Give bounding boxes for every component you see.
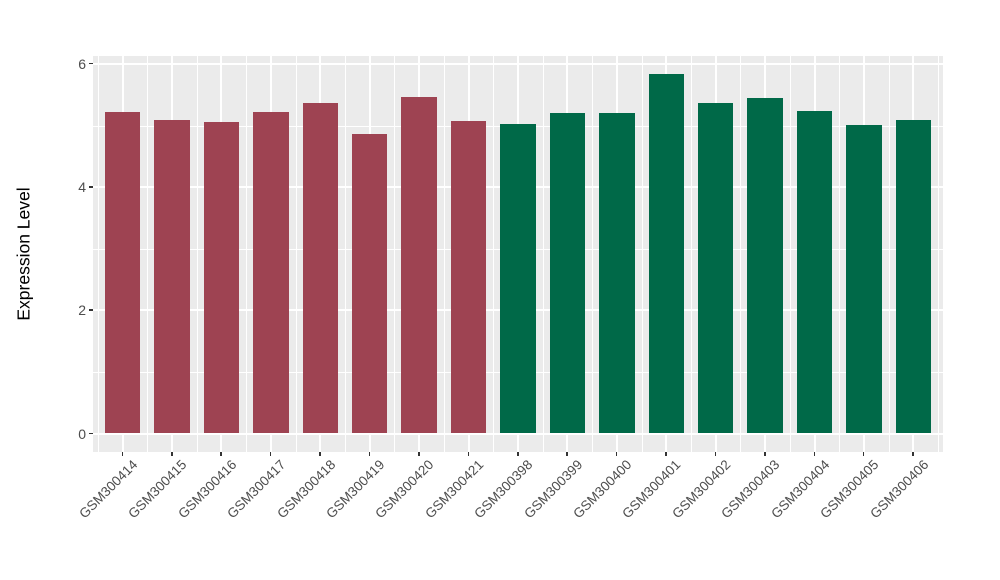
bar xyxy=(697,102,734,434)
gridline-minor-vertical xyxy=(97,56,99,452)
x-tick-mark xyxy=(517,452,519,456)
x-tick-mark xyxy=(615,452,618,456)
y-tick-mark xyxy=(89,309,93,311)
gridline-minor-vertical xyxy=(542,56,544,452)
y-tick-label: 2 xyxy=(78,302,86,319)
y-tick-mark xyxy=(89,62,93,65)
bar xyxy=(351,133,388,434)
x-tick-mark xyxy=(912,452,914,456)
gridline-minor-vertical xyxy=(295,56,297,452)
gridline-minor-vertical xyxy=(888,56,890,452)
gridline-minor-vertical xyxy=(740,56,742,452)
bar xyxy=(500,124,536,434)
gridline-minor-vertical xyxy=(147,56,149,452)
x-tick-mark xyxy=(368,452,371,456)
bar xyxy=(599,112,635,434)
y-tick-mark xyxy=(89,186,93,188)
gridline-minor-vertical xyxy=(839,56,841,452)
y-tick-mark xyxy=(89,432,93,434)
bar xyxy=(747,97,783,434)
x-tick-mark xyxy=(813,452,815,456)
gridline-minor-vertical xyxy=(592,56,594,452)
bar xyxy=(895,119,932,434)
bar xyxy=(203,121,240,434)
x-tick-mark xyxy=(714,452,717,456)
gridline-minor-vertical xyxy=(690,56,692,452)
bar xyxy=(846,124,882,434)
bar xyxy=(401,97,437,434)
x-tick-mark xyxy=(269,452,272,456)
x-tick-mark xyxy=(467,452,470,456)
bar xyxy=(648,74,684,434)
gridline-minor-vertical xyxy=(196,56,198,452)
gridline-minor-vertical xyxy=(641,56,643,452)
bar xyxy=(796,110,833,434)
x-tick-mark xyxy=(121,452,124,456)
bar xyxy=(549,113,586,434)
gridline-minor-vertical xyxy=(394,56,396,452)
x-tick-mark xyxy=(862,452,865,456)
x-tick-mark xyxy=(418,452,420,456)
x-tick-mark xyxy=(566,452,568,456)
bar xyxy=(104,111,141,434)
x-tick-mark xyxy=(171,452,173,456)
bar xyxy=(253,111,289,434)
bar xyxy=(450,120,487,434)
bar xyxy=(302,103,339,434)
gridline-minor-vertical xyxy=(246,56,248,452)
gridline-minor-vertical xyxy=(789,56,791,452)
bar xyxy=(154,119,190,434)
y-axis-title: Expression Level xyxy=(13,187,34,321)
x-tick-mark xyxy=(220,452,222,456)
x-tick-mark xyxy=(764,452,766,456)
y-tick-label: 4 xyxy=(78,179,86,196)
gridline-minor-vertical xyxy=(493,56,495,452)
gridline-minor-vertical xyxy=(345,56,347,452)
x-tick-mark xyxy=(319,452,321,456)
gridline-minor-vertical xyxy=(443,56,445,452)
gridline-minor-vertical xyxy=(938,56,940,452)
y-tick-label: 6 xyxy=(78,55,86,72)
x-tick-mark xyxy=(665,452,667,456)
plot-panel xyxy=(93,56,943,452)
y-tick-label: 0 xyxy=(78,425,86,442)
